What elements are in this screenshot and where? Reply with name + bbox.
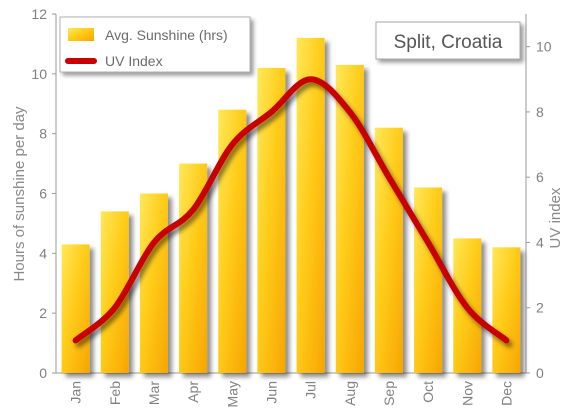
x-tick-label-aug: Aug — [342, 381, 358, 406]
legend-label-uv: UV Index — [105, 53, 163, 69]
uv-line-group — [72, 76, 510, 344]
x-tick-label-jan: Jan — [68, 381, 84, 404]
sunshine-bar-sep — [374, 127, 403, 373]
left-axis-ticks: 0 2 4 6 8 10 12 — [31, 6, 56, 381]
right-axis-title: UV index — [547, 187, 564, 248]
title-frame — [375, 21, 521, 60]
sunshine-bars — [61, 37, 521, 374]
title-box: Split, Croatia — [375, 21, 521, 60]
legend: Avg. Sunshine (hrs) UV Index — [59, 16, 251, 73]
x-tick-label-jun: Jun — [263, 381, 279, 404]
sunshine-bar-oct — [414, 187, 443, 373]
right-axis-ticks: 0 2 4 6 8 10 — [526, 39, 552, 381]
x-tick-label-may: May — [224, 381, 240, 407]
uv-index-line — [72, 76, 510, 344]
x-tick-label-sep: Sep — [381, 381, 397, 406]
left-tick-label: 8 — [39, 126, 47, 142]
chart-title: Split, Croatia — [394, 32, 503, 53]
sunshine-bar-dec — [492, 247, 521, 373]
left-tick-label: 4 — [39, 245, 47, 261]
right-tick-label: 8 — [536, 104, 544, 120]
left-tick-label: 0 — [39, 365, 47, 381]
x-tick-label-apr: Apr — [185, 381, 201, 403]
right-tick-label: 0 — [536, 365, 544, 381]
right-tick-label: 2 — [536, 300, 544, 316]
x-tick-label-nov: Nov — [459, 381, 475, 406]
x-tick-label-jul: Jul — [303, 381, 319, 399]
legend-label-sunshine: Avg. Sunshine (hrs) — [105, 27, 228, 43]
legend-swatch-sunshine — [68, 28, 94, 41]
x-tick-label-feb: Feb — [107, 381, 123, 405]
sunshine-bar-jul — [296, 37, 325, 374]
left-axis-title: Hours of sunshine per day — [11, 106, 28, 282]
left-tick-label: 10 — [31, 66, 47, 82]
x-tick-label-mar: Mar — [146, 381, 162, 405]
x-axis-ticks: Jan Feb Mar Apr May Jun Jul Aug Sep Oct Nov Dec — [68, 381, 515, 408]
x-tick-label-dec: Dec — [498, 381, 514, 406]
right-tick-label: 4 — [536, 234, 544, 250]
left-tick-label: 6 — [39, 186, 47, 202]
sunshine-bar-jan — [61, 244, 90, 373]
left-tick-label: 12 — [31, 6, 47, 22]
right-tick-label: 10 — [536, 39, 552, 55]
left-tick-label: 2 — [39, 305, 47, 321]
sunshine-bar-mar — [139, 193, 168, 373]
x-tick-label-oct: Oct — [420, 381, 436, 403]
right-tick-label: 6 — [536, 169, 544, 185]
